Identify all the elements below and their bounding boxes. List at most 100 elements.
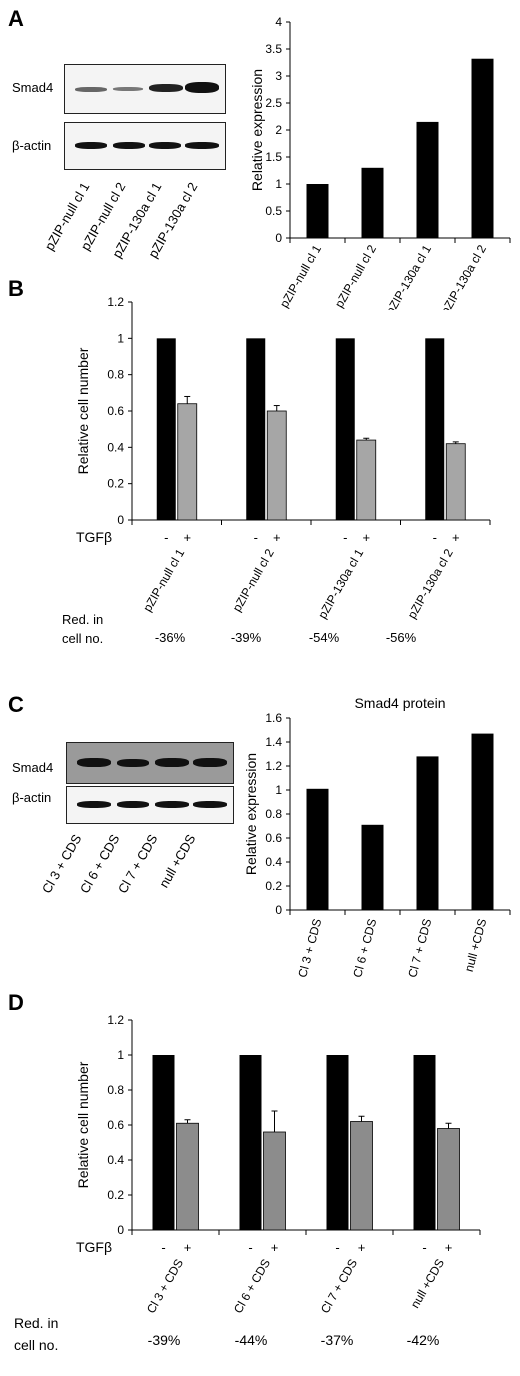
reduction-label-d: Red. in cell no. — [14, 1312, 58, 1356]
y-axis-title: Relative expression — [243, 753, 259, 875]
y-tick-label: 0.4 — [107, 440, 124, 454]
bar-untreated — [156, 338, 176, 520]
bar — [471, 58, 494, 238]
bar-untreated — [335, 338, 355, 520]
blot-band — [185, 142, 219, 149]
blot-band — [193, 801, 227, 808]
reduction-value-d: -39% — [147, 1332, 181, 1348]
y-tick-label: 0.6 — [107, 404, 124, 418]
chart-title: Smad4 protein — [354, 696, 445, 711]
reduction-label-line1: Red. in — [14, 1315, 59, 1331]
panel-label-a: A — [8, 6, 24, 31]
blot-c-row-actin: β-actin — [12, 790, 52, 805]
reduction-value-b: -56% — [385, 630, 417, 645]
x-category-label: Cl 6 + CDS — [231, 1257, 273, 1316]
x-category-label: Cl 6 + CDS — [350, 917, 379, 979]
panel-label-c: C — [8, 692, 24, 717]
y-tick-label: 1.6 — [265, 711, 282, 725]
bar-untreated — [413, 1055, 436, 1230]
bar-tgfb-treated — [437, 1128, 460, 1231]
x-category-label: pZIP-130a cl 1 — [315, 546, 366, 621]
y-tick-label: 0 — [275, 231, 282, 245]
treatment-minus-label: - — [433, 530, 437, 545]
y-axis-title: Relative cell number — [75, 347, 91, 474]
treatment-plus-label: + — [358, 1240, 366, 1255]
reduction-value-d: -44% — [234, 1332, 268, 1348]
y-tick-label: 0 — [117, 513, 124, 527]
reduction-label-line2: cell no. — [14, 1337, 59, 1353]
bar-tgfb-treated — [445, 443, 466, 521]
y-tick-label: 1.2 — [107, 1013, 124, 1027]
treatment-plus-label: + — [184, 1240, 192, 1255]
blot-band — [113, 87, 143, 91]
chart-d-relative-cell-number: 0 0.2 0.4 0.6 0.8 1 1.2 - + Cl 3 + CDS - + Cl 6 + CD… — [75, 1013, 481, 1316]
reduction-value-d: -42% — [406, 1332, 440, 1348]
y-tick-label: 1 — [275, 783, 282, 797]
treatment-plus-label: + — [445, 1240, 453, 1255]
reduction-label-line2: cell no. — [62, 631, 104, 646]
y-tick-label: 0 — [275, 903, 282, 917]
treatment-minus-label: - — [343, 530, 347, 545]
bar-tgfb-treated — [176, 1122, 199, 1231]
x-category-label: pZIP-null cl 1 — [140, 546, 187, 614]
blot-band — [77, 758, 111, 767]
reduction-value-b: -36% — [154, 630, 186, 645]
blot-c-smad4-image — [66, 742, 234, 784]
treatment-minus-label: - — [161, 1240, 165, 1255]
blot-a-row-smad4: Smad4 — [12, 80, 54, 95]
y-tick-label: 0.8 — [265, 807, 282, 821]
blot-band — [193, 758, 227, 767]
y-tick-label: 0.6 — [107, 1118, 124, 1132]
y-tick-label: 2.5 — [265, 96, 282, 110]
panel-label-b: B — [8, 276, 24, 301]
blot-a-row-actin: β-actin — [12, 138, 52, 153]
blot-band — [77, 801, 111, 808]
x-category-label: pZIP-null cl 2 — [230, 546, 277, 614]
y-tick-label: 2 — [275, 123, 282, 137]
y-tick-label: 0.6 — [265, 831, 282, 845]
reduction-value-b: -54% — [308, 630, 340, 645]
x-category-label: Cl 3 + CDS — [144, 1257, 186, 1316]
treatment-minus-label: - — [254, 530, 258, 545]
bar-untreated — [425, 338, 445, 520]
blot-band — [185, 82, 219, 93]
bar — [306, 788, 329, 910]
bar — [416, 756, 439, 910]
chart-b-relative-cell-number: 00.20.40.60.811.2- +pZIP-null cl 1- +pZIP-… — [75, 295, 491, 621]
blot-band — [75, 142, 107, 149]
x-category-label: pZIP-130a cl 2 — [405, 546, 456, 621]
y-tick-label: 1.4 — [265, 735, 282, 749]
bar-tgfb-treated — [356, 439, 377, 521]
treatment-plus-label: + — [183, 530, 191, 545]
treatment-label: TGFβ — [76, 529, 112, 545]
y-tick-label: 0.5 — [265, 204, 282, 218]
reduction-label-line1: Red. in — [62, 612, 104, 627]
bar — [471, 733, 494, 910]
x-category-label: null +CDS — [408, 1257, 447, 1311]
blot-a-actin-image — [64, 122, 226, 170]
bar — [361, 167, 384, 238]
bar — [416, 121, 439, 238]
bar-tgfb-treated — [177, 403, 198, 521]
blot-band — [155, 758, 189, 767]
y-tick-label: 1 — [117, 1048, 124, 1062]
x-category-label: null +CDS — [462, 917, 490, 973]
blot-c-actin-image — [66, 786, 234, 824]
y-axis-title: Relative cell number — [75, 1061, 91, 1188]
bar-untreated — [326, 1055, 349, 1230]
blot-band — [75, 87, 107, 92]
y-tick-label: 0.8 — [107, 368, 124, 382]
x-category-label: Cl 3 + CDS — [295, 917, 324, 979]
y-tick-label: 0.8 — [107, 1083, 124, 1097]
y-tick-label: 0.4 — [107, 1153, 124, 1167]
treatment-minus-label: - — [422, 1240, 426, 1255]
blot-a-smad4-image — [64, 64, 226, 114]
treatment-minus-label: - — [335, 1240, 339, 1255]
treatment-plus-label: + — [362, 530, 370, 545]
blot-band — [155, 801, 189, 808]
treatment-label: TGFβ — [76, 1239, 112, 1255]
x-category-label: Cl 7 + CDS — [405, 917, 434, 979]
blot-band — [149, 84, 183, 92]
chart-c-smad4-protein: 0 0.2 0.4 0.6 0.8 1 1.2 1.4 1.6 Cl 3 + CDS Cl 6 + … — [243, 696, 511, 979]
